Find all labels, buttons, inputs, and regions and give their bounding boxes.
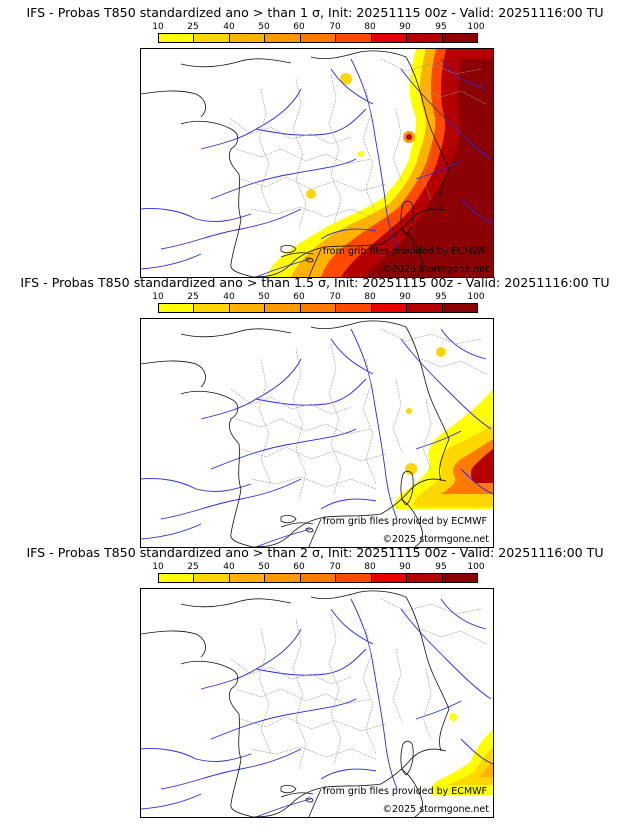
legend-label: 95 <box>435 22 447 32</box>
legend-label: 25 <box>187 292 199 302</box>
probability-map <box>141 590 493 817</box>
legend-swatch <box>300 304 337 312</box>
legend-label: 40 <box>223 292 235 302</box>
legend-label: 10 <box>152 562 164 572</box>
color-legend: 10 25 40 50 60 70 80 90 95 100 <box>152 22 485 48</box>
legend-swatch <box>407 34 443 42</box>
probability-shading <box>430 713 493 795</box>
legend-color-bar <box>158 573 478 583</box>
legend-color-bar <box>158 303 478 313</box>
legend-swatch <box>194 34 230 42</box>
legend-swatch <box>371 574 408 582</box>
data-source-credit: from grib files provided by ECMWF <box>322 246 487 257</box>
legend-swatch <box>371 34 408 42</box>
legend-swatch <box>229 574 266 582</box>
legend-swatch <box>336 304 372 312</box>
legend-label: 60 <box>293 562 305 572</box>
probability-map <box>141 49 493 277</box>
panel-title: IFS - Probas T850 standardized ano > tha… <box>26 545 604 560</box>
legend-swatch <box>194 574 230 582</box>
legend-color-bar <box>158 33 478 43</box>
probability-map <box>141 320 493 547</box>
legend-swatch <box>336 574 372 582</box>
legend-label: 60 <box>293 22 305 32</box>
color-legend: 10 25 40 50 60 70 80 90 95 100 <box>152 562 485 588</box>
legend-label: 10 <box>152 292 164 302</box>
legend-swatch <box>407 574 443 582</box>
legend-label: 70 <box>329 22 341 32</box>
legend-label: 10 <box>152 22 164 32</box>
legend-label: 80 <box>364 292 376 302</box>
legend-swatch <box>229 304 266 312</box>
legend-label: 50 <box>258 292 270 302</box>
legend-swatch <box>300 34 337 42</box>
legend-swatch <box>159 574 195 582</box>
legend-label: 70 <box>329 562 341 572</box>
legend-label: 100 <box>467 562 485 572</box>
map-area: from grib files provided by ECMWF ©2025 … <box>140 318 494 548</box>
probability-panel-1: IFS - Probas T850 standardized ano > tha… <box>0 5 630 278</box>
legend-swatch <box>442 574 477 582</box>
legend-swatch <box>265 574 301 582</box>
panel-title: IFS - Probas T850 standardized ano > tha… <box>26 5 604 20</box>
legend-label: 25 <box>187 22 199 32</box>
legend-label: 40 <box>223 562 235 572</box>
probability-panel-3: IFS - Probas T850 standardized ano > tha… <box>0 545 630 818</box>
probability-panel-2: IFS - Probas T850 standardized ano > tha… <box>0 275 630 548</box>
probability-shading <box>266 49 493 277</box>
legend-swatch <box>194 304 230 312</box>
copyright-credit: ©2025 stormgone.net <box>382 264 490 275</box>
legend-label: 80 <box>364 22 376 32</box>
legend-label: 60 <box>293 292 305 302</box>
copyright-credit: ©2025 stormgone.net <box>382 804 490 815</box>
legend-label: 80 <box>364 562 376 572</box>
legend-label: 100 <box>467 292 485 302</box>
legend-label: 25 <box>187 562 199 572</box>
color-legend: 10 25 40 50 60 70 80 90 95 100 <box>152 292 485 318</box>
probability-shading <box>394 347 493 509</box>
legend-label: 95 <box>435 562 447 572</box>
legend-label: 40 <box>223 22 235 32</box>
legend-label: 90 <box>399 562 411 572</box>
legend-label: 90 <box>399 292 411 302</box>
legend-label: 90 <box>399 22 411 32</box>
legend-swatch <box>300 574 337 582</box>
data-source-credit: from grib files provided by ECMWF <box>322 516 487 527</box>
legend-swatch <box>265 34 301 42</box>
legend-label: 50 <box>258 562 270 572</box>
legend-label: 50 <box>258 22 270 32</box>
legend-swatch <box>371 304 408 312</box>
copyright-credit: ©2025 stormgone.net <box>382 534 490 545</box>
map-area: from grib files provided by ECMWF ©2025 … <box>140 48 494 278</box>
legend-label: 95 <box>435 292 447 302</box>
legend-label: 100 <box>467 22 485 32</box>
legend-swatch <box>265 304 301 312</box>
legend-swatch <box>442 304 477 312</box>
legend-swatch <box>407 304 443 312</box>
legend-swatch <box>229 34 266 42</box>
panel-title: IFS - Probas T850 standardized ano > tha… <box>20 275 610 290</box>
data-source-credit: from grib files provided by ECMWF <box>322 786 487 797</box>
legend-swatch <box>159 34 195 42</box>
map-area: from grib files provided by ECMWF ©2025 … <box>140 588 494 818</box>
legend-swatch <box>336 34 372 42</box>
legend-swatch <box>442 34 477 42</box>
legend-label: 70 <box>329 292 341 302</box>
legend-swatch <box>159 304 195 312</box>
